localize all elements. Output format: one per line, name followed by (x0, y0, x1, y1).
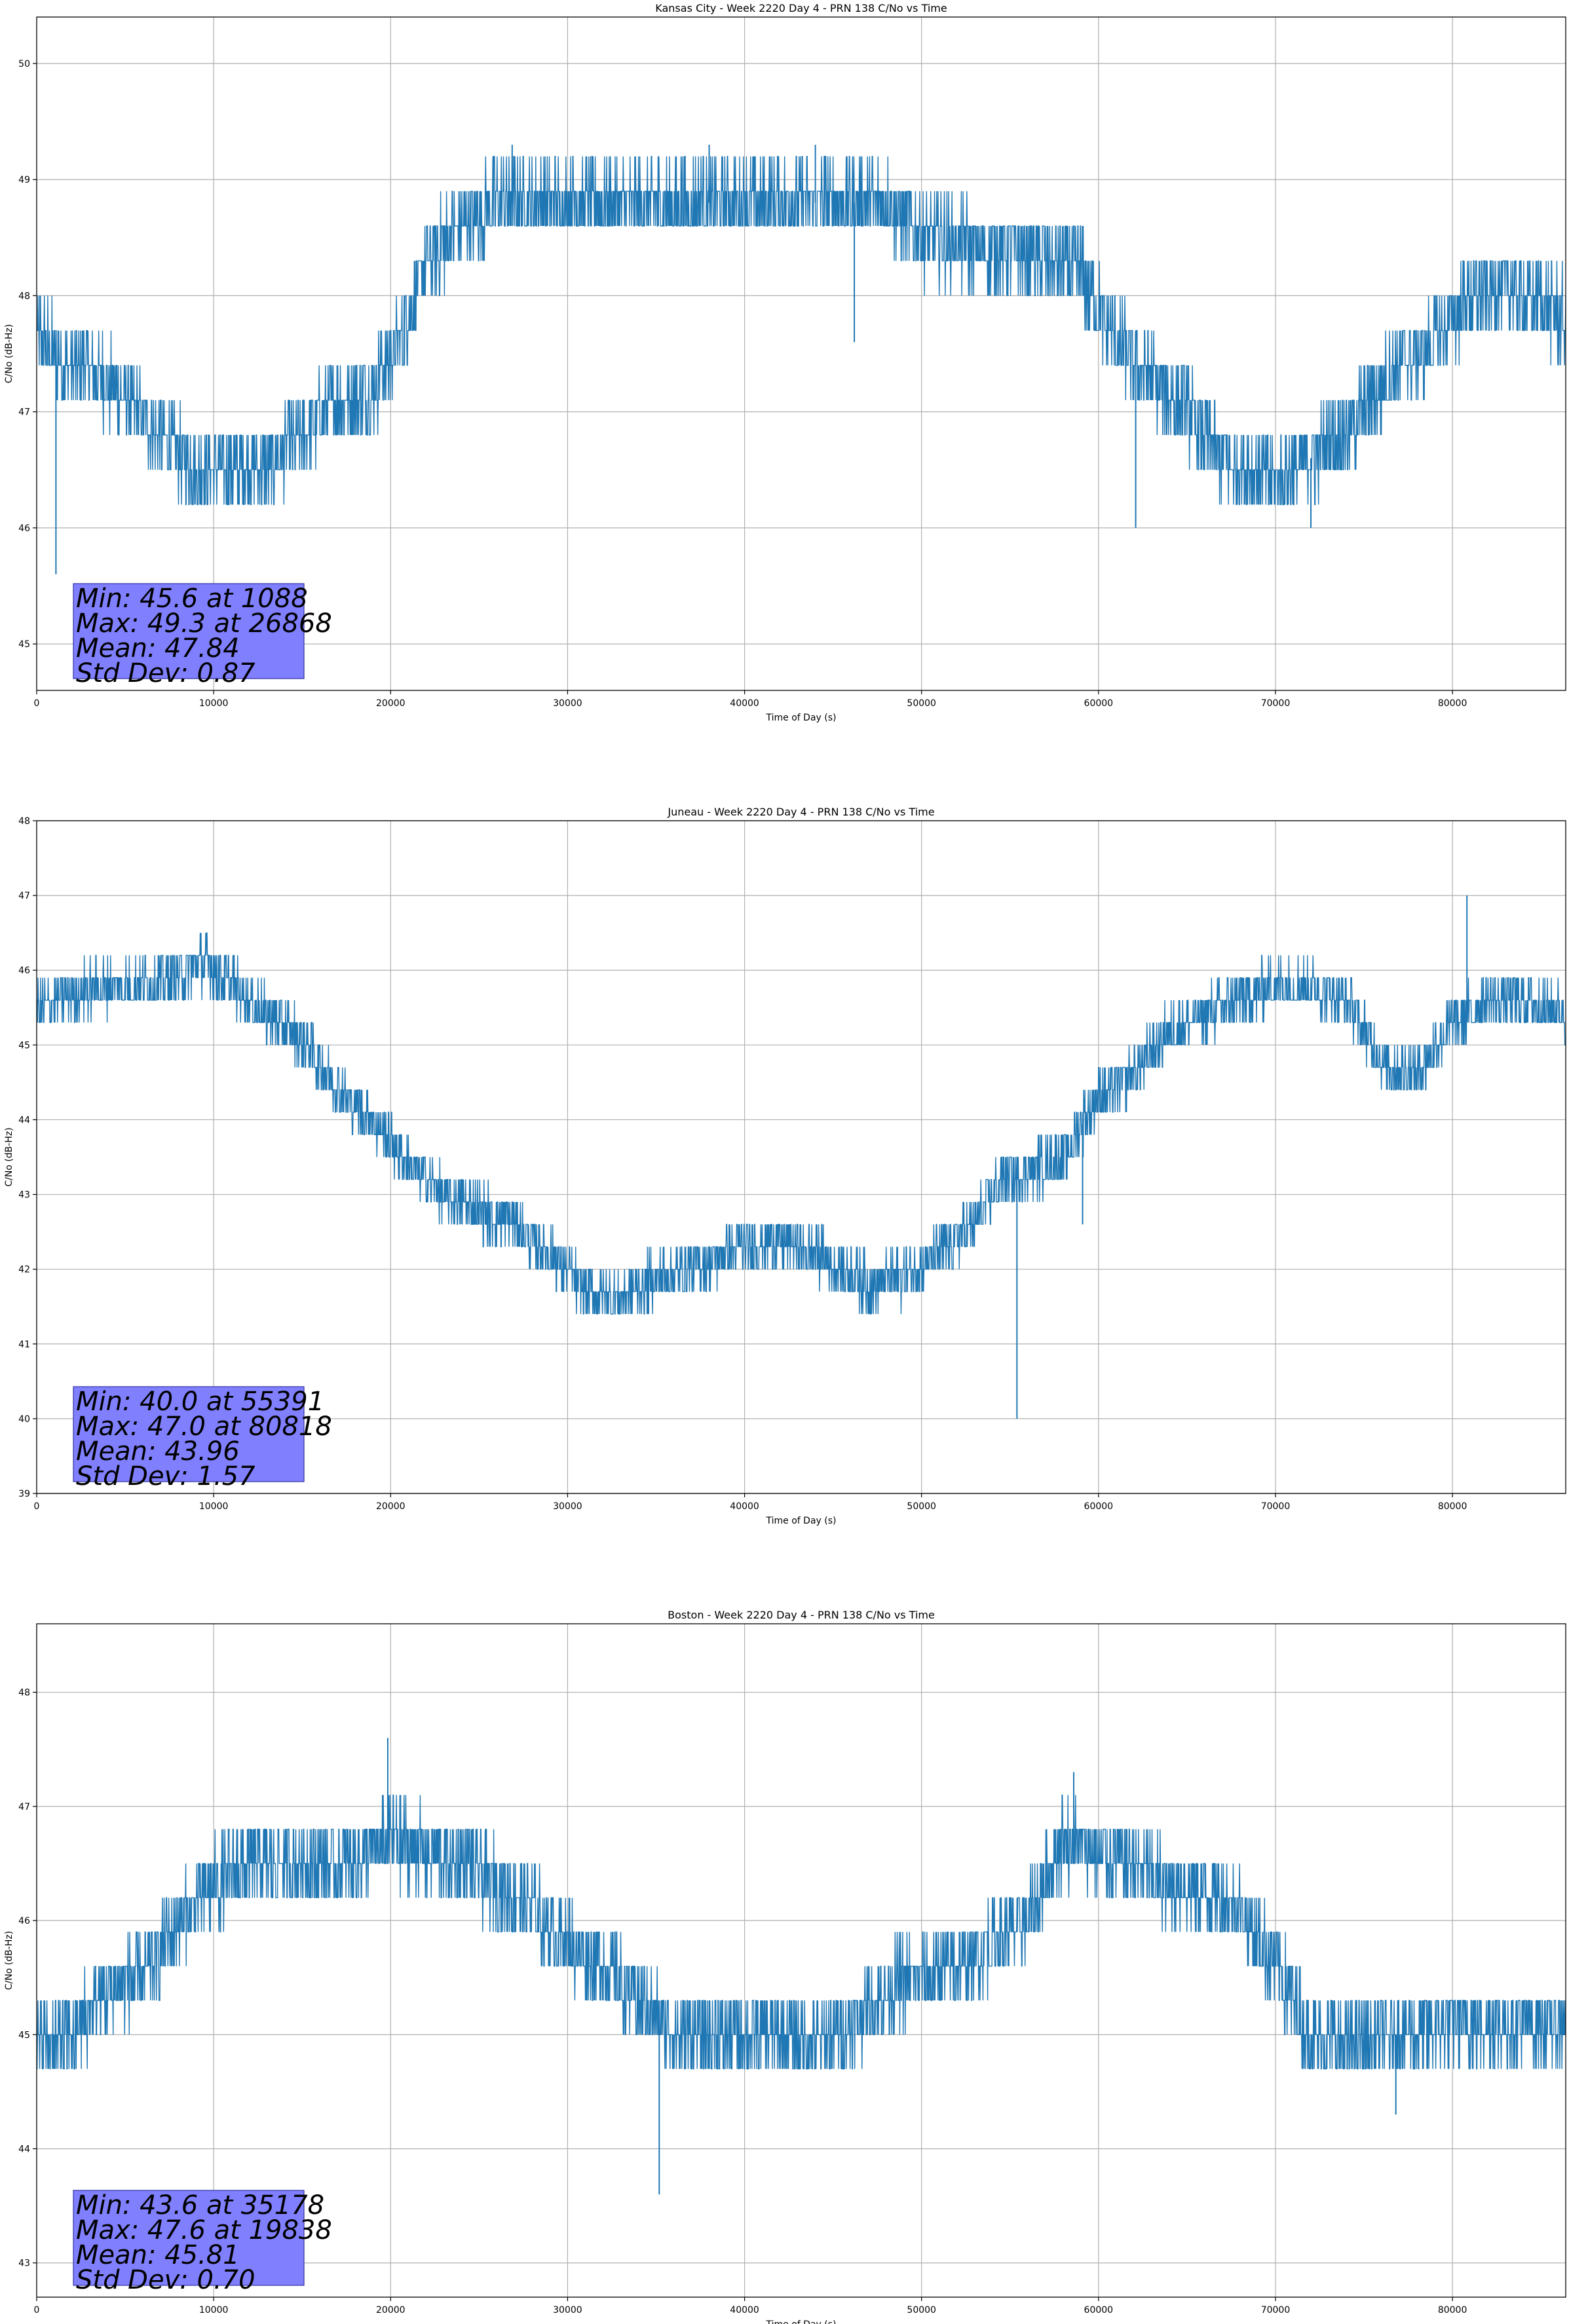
data-series-line (37, 1794, 1566, 2070)
x-tick-label: 60000 (1084, 2305, 1114, 2315)
x-axis-label: Time of Day (s) (766, 1516, 837, 1526)
x-tick-label: 80000 (1438, 1501, 1467, 1512)
x-tick-label: 60000 (1084, 698, 1114, 709)
y-axis-label: C/No (dB-Hz) (4, 324, 14, 383)
x-tick-label: 60000 (1084, 1501, 1114, 1512)
x-tick-label: 30000 (553, 1501, 582, 1512)
x-tick-label: 40000 (730, 1501, 759, 1512)
stats-line: Max: 47.6 at 19838 (76, 2215, 332, 2245)
x-tick-label: 70000 (1261, 698, 1291, 709)
axes-frame (36, 1623, 1566, 2298)
x-tick-label: 50000 (907, 1501, 936, 1512)
stats-line: Mean: 45.81 (76, 2240, 240, 2270)
y-tick-label: 47 (18, 407, 30, 418)
y-tick-label: 44 (18, 1115, 30, 1125)
stats-line: Min: 40.0 at 55391 (76, 1387, 324, 1417)
x-tick-label: 80000 (1438, 2305, 1467, 2315)
stats-box (73, 2190, 305, 2286)
x-tick-label: 50000 (907, 698, 936, 709)
x-tick-label: 80000 (1438, 698, 1467, 709)
y-tick-label: 42 (18, 1265, 30, 1275)
y-tick-label: 47 (18, 891, 30, 901)
x-tick-label: 20000 (376, 698, 406, 709)
axes-frame (36, 16, 1566, 691)
y-tick-label: 47 (18, 1802, 30, 1812)
stats-line: Mean: 47.84 (76, 633, 240, 664)
y-tick-label: 48 (18, 291, 30, 301)
y-tick-label: 45 (18, 1040, 30, 1051)
chart-panel-3: 0 10000 20000 30000 40000 50000 60000 70000 8000… (4, 1609, 1566, 2324)
y-axis-label: C/No (dB-Hz) (4, 1931, 14, 1990)
x-tick-label: 30000 (553, 2305, 582, 2315)
y-tick-label: 40 (18, 1414, 30, 1425)
stats-box (73, 583, 305, 679)
x-axis-label: Time of Day (s) (766, 2319, 837, 2324)
stats-line: Min: 45.6 at 1088 (76, 584, 308, 614)
y-tick-label: 44 (18, 2144, 30, 2154)
stats-line: Max: 47.0 at 80818 (76, 1412, 332, 1442)
x-tick-label: 20000 (376, 2305, 406, 2315)
stats-line: Std Dev: 1.57 (76, 1461, 255, 1491)
y-axis-label: C/No (dB-Hz) (4, 1127, 14, 1186)
data-series-line (37, 156, 1566, 506)
chart-title: Kansas City - Week 2220 Day 4 - PRN 138 … (655, 2, 947, 14)
stats-line: Mean: 43.96 (76, 1436, 240, 1467)
x-tick-label: 0 (34, 698, 40, 709)
axes-frame (36, 820, 1566, 1494)
y-tick-label: 50 (18, 59, 30, 69)
chart-title: Juneau - Week 2220 Day 4 - PRN 138 C/No … (667, 806, 934, 818)
x-tick-label: 70000 (1261, 2305, 1291, 2315)
x-tick-label: 20000 (376, 1501, 406, 1512)
x-tick-label: 0 (34, 1501, 40, 1512)
x-tick-label: 40000 (730, 2305, 759, 2315)
y-tick-label: 45 (18, 2030, 30, 2040)
y-tick-label: 41 (18, 1340, 30, 1350)
data-series-line (37, 932, 1566, 1315)
y-tick-label: 46 (18, 1916, 30, 1926)
x-tick-label: 0 (34, 2305, 40, 2315)
y-tick-label: 43 (18, 1190, 30, 1201)
x-tick-label: 30000 (553, 698, 582, 709)
x-tick-label: 40000 (730, 698, 759, 709)
y-tick-label: 48 (18, 816, 30, 827)
y-tick-label: 46 (18, 965, 30, 976)
chart-panel-1: 0 10000 20000 30000 40000 50000 60000 70000 8000… (4, 2, 1566, 723)
y-tick-label: 45 (18, 639, 30, 650)
y-tick-label: 43 (18, 2258, 30, 2269)
chart-title: Boston - Week 2220 Day 4 - PRN 138 C/No … (668, 1609, 935, 1621)
x-tick-label: 50000 (907, 2305, 936, 2315)
stats-line: Min: 43.6 at 35178 (76, 2190, 324, 2221)
stats-box (73, 1386, 305, 1482)
y-tick-label: 39 (18, 1489, 30, 1499)
stats-line: Std Dev: 0.87 (76, 658, 255, 688)
x-tick-label: 10000 (199, 2305, 229, 2315)
y-tick-label: 46 (18, 523, 30, 534)
x-tick-label: 10000 (199, 1501, 229, 1512)
x-axis-label: Time of Day (s) (766, 713, 837, 723)
y-tick-label: 49 (18, 175, 30, 185)
stats-line: Max: 49.3 at 26868 (76, 609, 332, 639)
x-tick-label: 10000 (199, 698, 229, 709)
x-tick-label: 70000 (1261, 1501, 1291, 1512)
y-tick-label: 48 (18, 1688, 30, 1698)
chart-panel-2: 0 10000 20000 30000 40000 50000 60000 70000 8000… (4, 806, 1566, 1526)
stats-line: Std Dev: 0.70 (76, 2265, 255, 2295)
